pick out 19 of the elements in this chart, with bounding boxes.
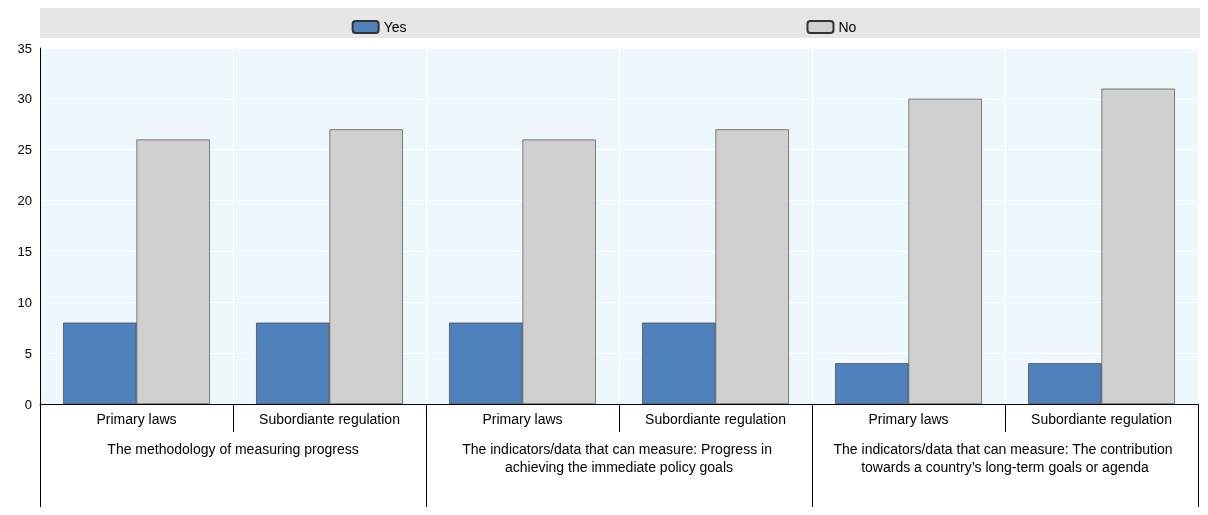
text: The indicators/data that can measure: The contribution towards a country’s long-term goals or agenda [833,441,1177,475]
y-tick-label: 0 [24,396,32,412]
y-tick-label: 15 [17,243,32,259]
text: The indicators/data that can measure: Progress in achieving the immediate policy goals [462,441,776,475]
y-tick-label: 20 [17,193,32,209]
legend-label: Yes [383,19,407,35]
x-tick-label: Subordiante regulation [259,411,400,427]
x-tick-label: Subordiante regulation [645,411,786,427]
y-tick-label: 35 [17,40,32,56]
x-tick-label: Primary laws [482,411,563,427]
y-tick-label: 30 [17,91,32,107]
x-tick-label: Primary laws [868,411,949,427]
x-tick-label: Primary laws [96,411,177,427]
y-tick-label: 25 [17,142,32,158]
y-tick-label: 5 [24,345,32,361]
x-tick-label: Subordiante regulation [1031,411,1172,427]
text: The methodology of measuring progress [107,441,359,457]
legend-label: No [838,19,857,35]
y-tick-label: 10 [17,294,32,310]
